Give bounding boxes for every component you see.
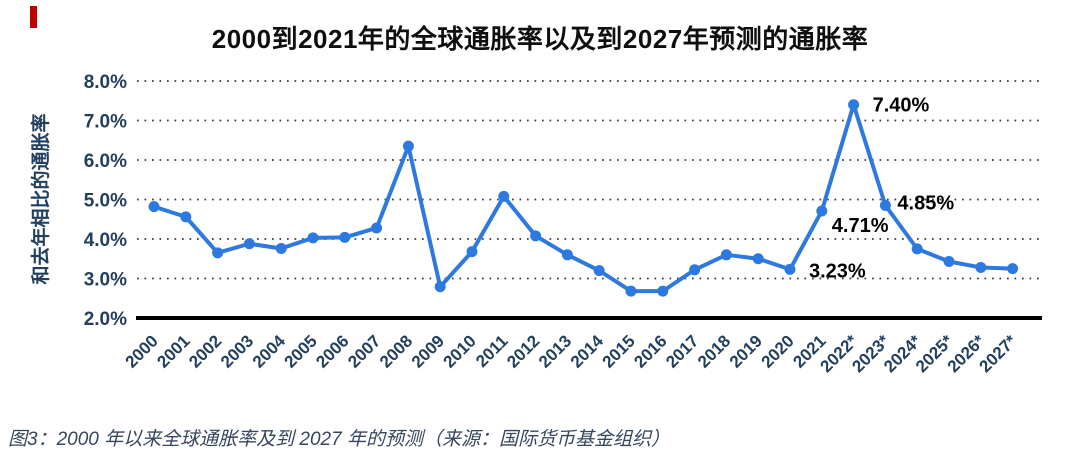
x-axis-tick-label: 2009	[408, 331, 448, 371]
data-point-marker	[848, 99, 860, 111]
data-point-marker	[307, 232, 319, 244]
x-axis-tick-label: 2005	[281, 331, 321, 371]
x-axis-tick-label: 2001	[153, 331, 193, 371]
y-axis-tick-label: 4.0%	[84, 230, 127, 251]
data-point-marker	[148, 201, 160, 213]
data-point-marker	[975, 261, 987, 273]
inflation-line-chart: 8.0% 7.0% 6.0% 5.0% 4.0% 3.0% 2.0% 和去年相比的通胀率 200…	[29, 72, 1042, 376]
y-axis-tick-label: 2.0%	[84, 309, 127, 330]
figure-caption: 图3：2000 年以来全球通胀率及到 2027 年的预测（来源：国际货币基金组织…	[8, 429, 670, 450]
point-value-label: 7.40%	[873, 95, 930, 117]
data-point-marker	[689, 264, 701, 276]
data-point-marker	[466, 246, 478, 258]
x-axis-tick-label: 2027*	[976, 331, 1021, 376]
data-point-marker	[561, 249, 573, 261]
data-point-marker	[275, 242, 287, 254]
data-point-marker	[752, 253, 764, 265]
red-marker-bar	[30, 6, 37, 28]
y-axis-tick-label: 6.0%	[84, 151, 127, 172]
data-point-marker	[339, 231, 351, 243]
x-axis-tick-label: 2000	[122, 331, 162, 371]
x-axis-tick-label: 2003	[217, 331, 257, 371]
data-point-marker	[625, 285, 637, 297]
data-point-marker	[180, 211, 192, 223]
data-point-marker	[434, 281, 446, 293]
x-axis-tick-label: 2016	[630, 331, 670, 371]
y-axis-tick-label: 8.0%	[84, 72, 127, 93]
y-axis-title: 和去年相比的通胀率	[29, 113, 52, 284]
data-point-marker	[943, 256, 955, 268]
x-axis-tick-label: 2007	[344, 331, 384, 371]
data-point-marker	[243, 238, 255, 250]
chart-title: 2000到2021年的全球通胀率以及到2027年预测的通胀率	[211, 24, 869, 54]
point-value-label: 4.71%	[832, 215, 889, 237]
data-point-marker	[784, 263, 796, 275]
x-axis-tick-label: 2011	[472, 331, 512, 371]
data-point-marker	[593, 265, 605, 277]
point-value-label: 3.23%	[809, 260, 866, 282]
x-axis-tick-label: 2019	[726, 331, 766, 371]
inflation-trend-line	[152, 102, 1015, 294]
data-point-marker	[498, 190, 510, 202]
x-axis-tick-label: 2010	[440, 331, 480, 371]
x-axis-tick-label: 2014	[567, 331, 608, 372]
data-point-marker	[212, 247, 224, 259]
x-axis-tick-label: 2013	[535, 331, 575, 371]
x-axis-tick-label: 2018	[694, 331, 734, 371]
x-axis-tick-label: 2020	[758, 331, 798, 371]
x-axis-tick-label: 2002	[185, 331, 225, 371]
y-axis-tick-label: 3.0%	[84, 270, 127, 291]
y-axis-tick-label: 7.0%	[84, 112, 127, 133]
data-point-marker	[816, 205, 828, 217]
x-axis-tick-label: 2012	[503, 331, 543, 371]
x-axis-tick-label: 2015	[599, 331, 639, 371]
chart-area: 8.0% 7.0% 6.0% 5.0% 4.0% 3.0% 2.0% 和去年相比的通胀率 200…	[29, 72, 1042, 376]
data-point-marker	[1007, 263, 1019, 275]
x-axis-tick-label: 2008	[376, 331, 416, 371]
data-point-marker	[402, 140, 414, 152]
data-point-marker	[657, 285, 669, 297]
data-point-marker	[530, 230, 542, 242]
data-point-marker	[720, 249, 732, 261]
data-point-marker	[911, 243, 923, 255]
x-axis-tick-label: 2004	[249, 331, 290, 372]
data-point-marker	[879, 199, 891, 211]
y-axis-tick-label: 5.0%	[84, 191, 127, 212]
point-value-label: 4.85%	[897, 192, 954, 214]
x-axis-tick-label: 2017	[662, 331, 702, 371]
x-axis-tick-label: 2006	[312, 331, 352, 371]
data-point-marker	[371, 222, 383, 234]
